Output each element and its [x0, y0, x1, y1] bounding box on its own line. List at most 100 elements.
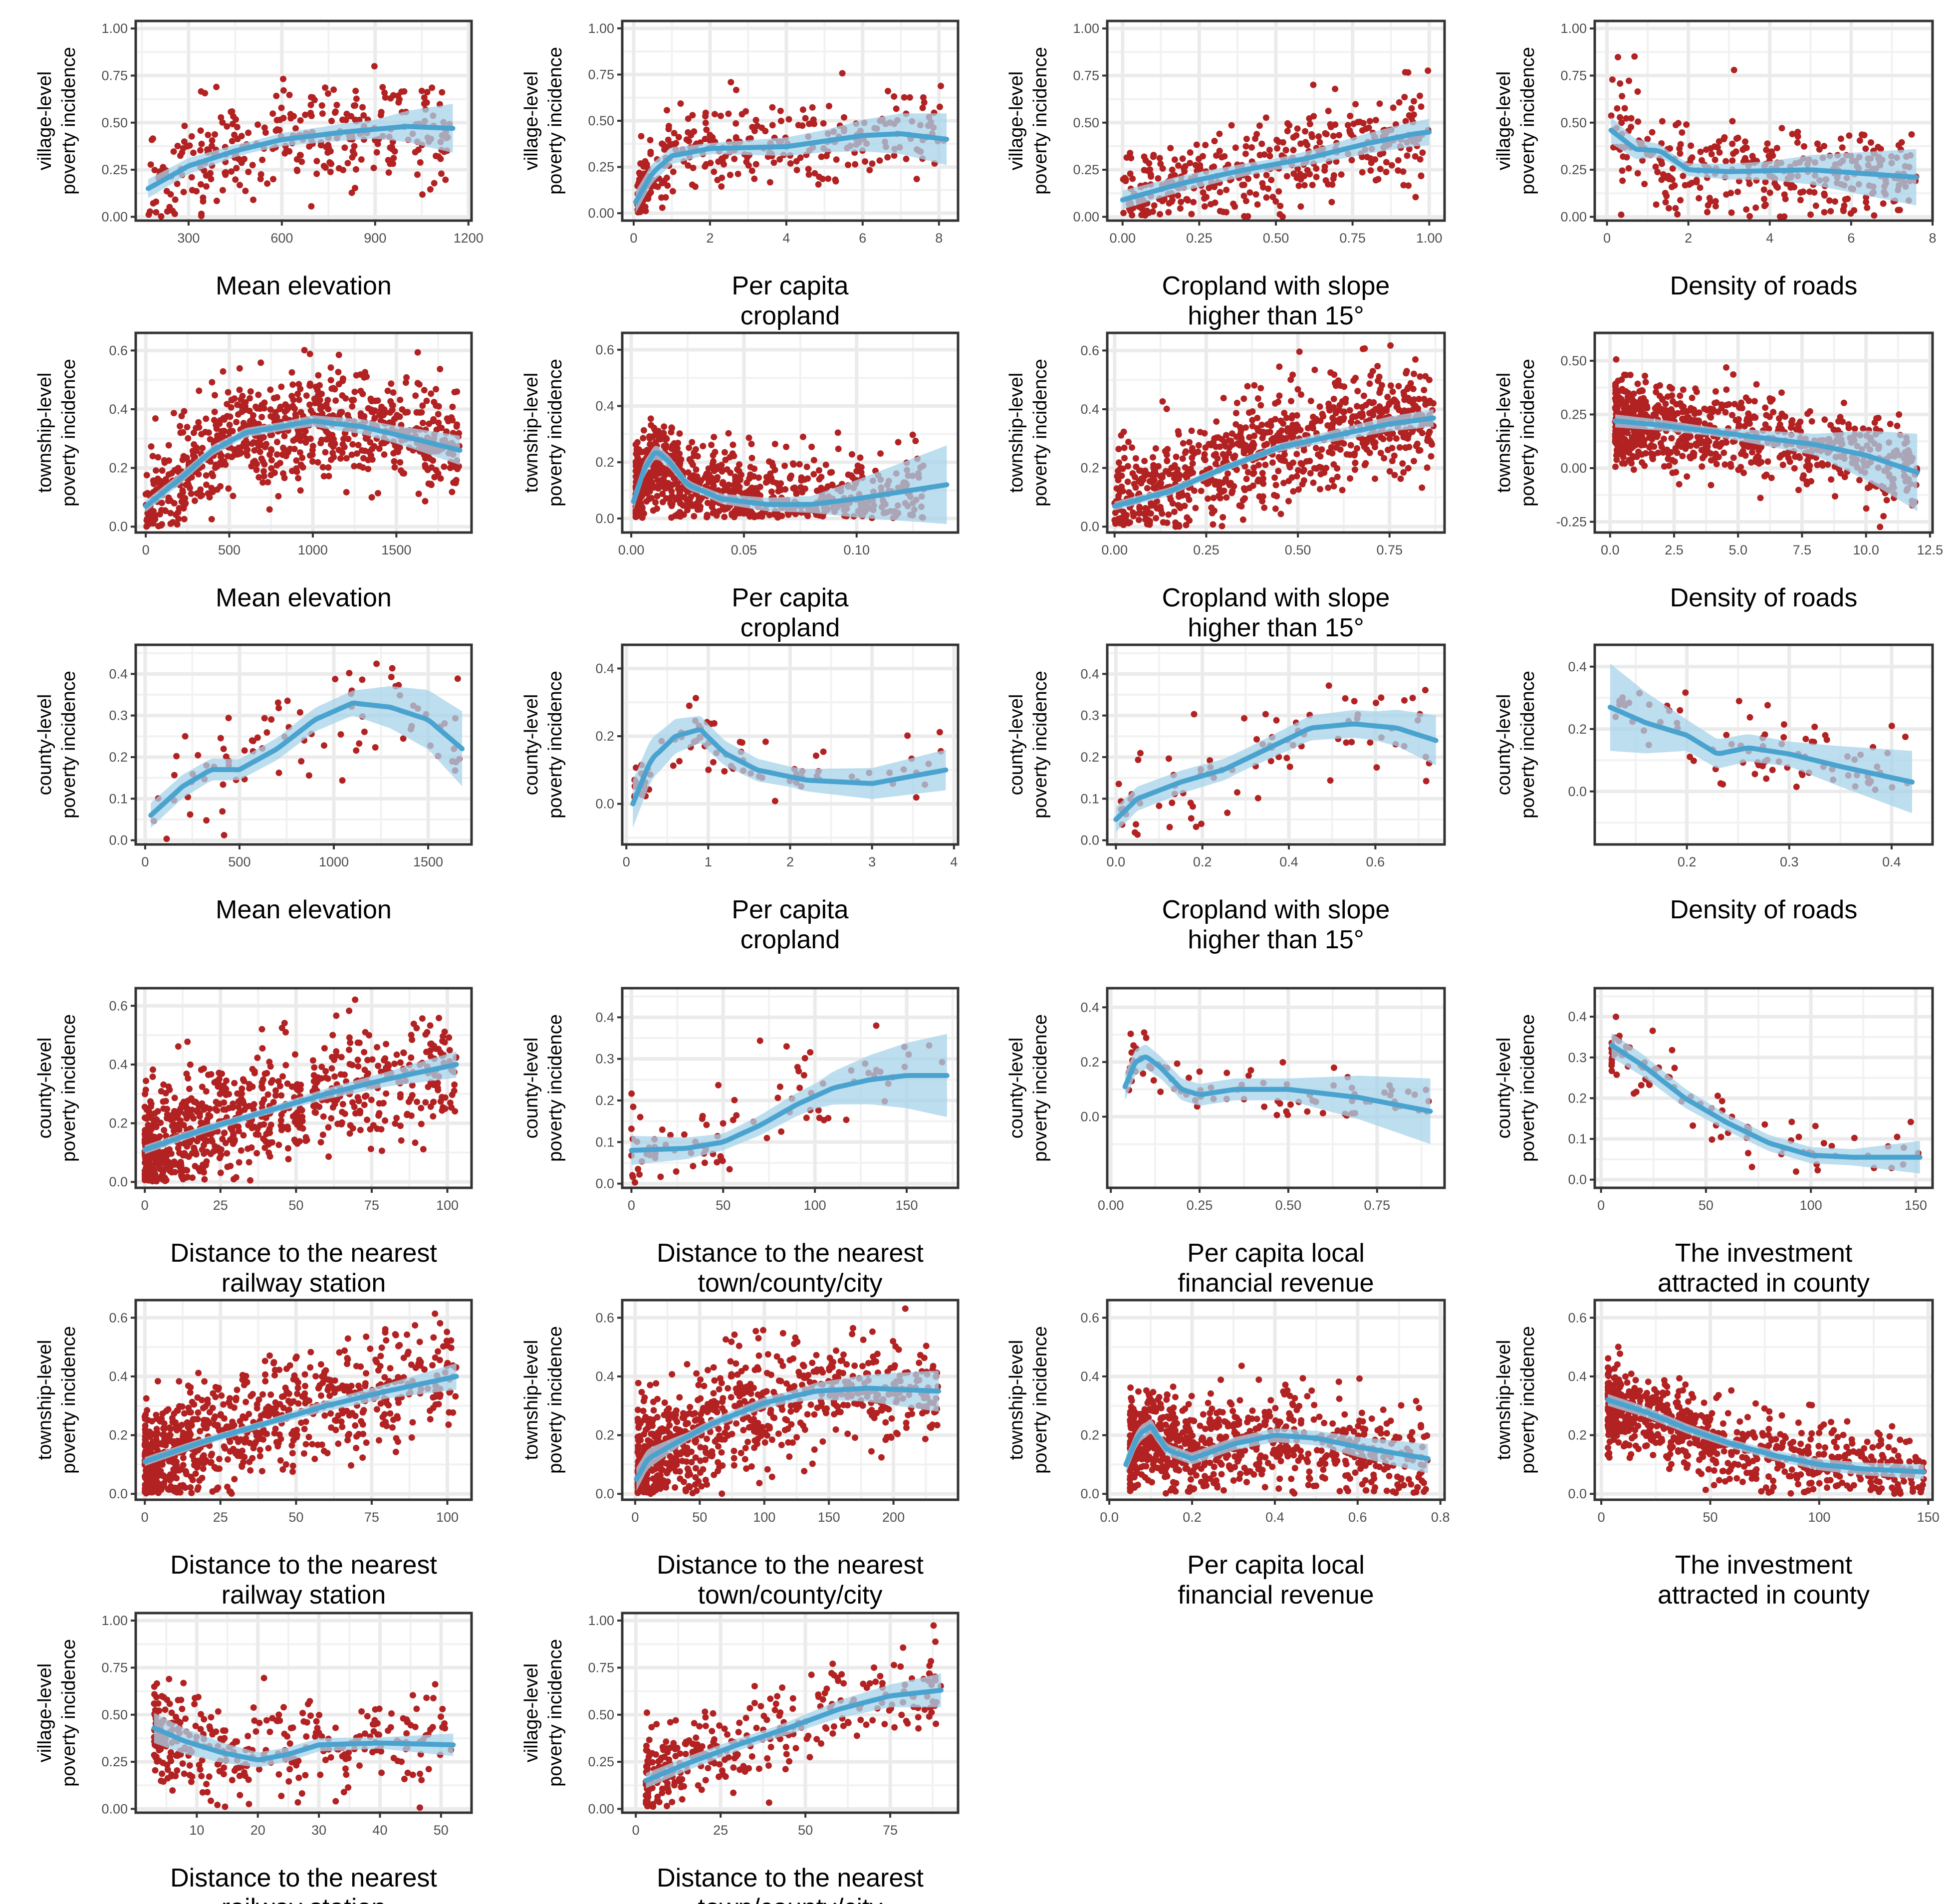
y-axis-title: poverty incidence	[545, 359, 566, 507]
data-point	[776, 156, 783, 163]
data-point	[233, 165, 240, 172]
data-point	[1297, 460, 1304, 467]
data-point	[1839, 418, 1846, 425]
y-tick-label: 0.2	[109, 461, 128, 476]
data-point	[1625, 165, 1632, 172]
data-point	[1788, 419, 1795, 426]
data-point	[1795, 453, 1802, 460]
data-point	[1150, 454, 1156, 461]
data-point	[1742, 138, 1748, 145]
data-point	[344, 160, 351, 167]
x-tick-label: 4	[782, 231, 790, 246]
data-point	[1243, 135, 1250, 142]
data-point	[428, 390, 435, 397]
confidence-band	[1611, 117, 1917, 206]
data-point	[253, 467, 260, 473]
data-point	[273, 414, 280, 421]
data-point	[754, 122, 761, 129]
y-axis-title: poverty incidence	[58, 359, 79, 507]
x-axis-title: Per capita	[732, 272, 848, 300]
data-point	[271, 469, 278, 476]
data-point	[1634, 170, 1641, 177]
data-point	[1768, 475, 1775, 481]
data-point	[1298, 391, 1304, 398]
y-tick-label: 0.6	[595, 342, 614, 357]
y-axis-title: poverty incidence	[1030, 359, 1051, 507]
x-tick-label: 6	[1847, 231, 1855, 246]
y-tick-label: 0.6	[1080, 343, 1099, 358]
data-point	[1661, 463, 1668, 470]
data-point	[1629, 434, 1636, 441]
data-point	[327, 377, 334, 384]
data-point	[659, 180, 666, 187]
data-point	[1174, 466, 1181, 473]
data-point	[209, 489, 216, 496]
data-point	[1151, 202, 1158, 209]
data-point	[702, 473, 709, 479]
data-point	[148, 443, 155, 450]
data-point	[1316, 403, 1323, 410]
data-point	[1366, 449, 1373, 456]
data-point	[668, 471, 675, 478]
data-point	[1730, 454, 1737, 461]
data-point	[1214, 455, 1221, 462]
data-point	[227, 413, 234, 420]
data-point	[225, 485, 232, 492]
data-point	[1256, 122, 1263, 129]
data-point	[1223, 187, 1230, 193]
data-point	[1401, 94, 1408, 100]
data-point	[1723, 364, 1729, 371]
data-point	[1143, 507, 1150, 514]
data-point	[370, 165, 377, 171]
data-point	[1236, 502, 1243, 509]
data-point	[1821, 209, 1828, 216]
data-point	[1208, 442, 1215, 449]
data-point	[175, 465, 182, 472]
data-point	[260, 473, 267, 480]
data-point	[1866, 484, 1873, 491]
data-point	[1325, 449, 1332, 456]
data-point	[1676, 481, 1683, 488]
data-point	[1255, 427, 1261, 434]
data-point	[1764, 140, 1771, 147]
data-point	[348, 189, 355, 196]
data-point	[1659, 160, 1665, 167]
data-point	[1176, 493, 1182, 500]
data-point	[1396, 406, 1403, 413]
data-point	[1678, 443, 1685, 450]
data-point	[257, 359, 264, 366]
y-tick-label: 1.00	[101, 21, 128, 36]
data-point	[751, 127, 758, 134]
data-point	[1653, 404, 1660, 411]
data-point	[1669, 184, 1675, 191]
data-point	[745, 162, 752, 169]
data-point	[1734, 188, 1741, 195]
data-point	[1232, 421, 1239, 428]
data-point	[1318, 446, 1325, 453]
data-point	[1211, 138, 1218, 145]
data-point	[1827, 208, 1834, 215]
data-point	[751, 175, 758, 182]
data-point	[1386, 468, 1393, 475]
data-point	[1704, 209, 1711, 216]
data-point	[353, 372, 360, 379]
data-point	[170, 148, 177, 155]
data-point	[1718, 439, 1725, 446]
data-point	[331, 440, 338, 447]
data-point	[1136, 505, 1143, 512]
data-point	[1730, 66, 1737, 73]
data-point	[327, 169, 334, 175]
data-point	[1658, 444, 1665, 451]
data-point	[1665, 173, 1672, 180]
data-point	[1359, 169, 1366, 176]
data-point	[1300, 447, 1307, 454]
data-point	[675, 440, 682, 447]
data-point	[1277, 203, 1284, 210]
data-point	[1217, 189, 1224, 196]
data-point	[1344, 122, 1351, 129]
data-point	[149, 453, 156, 460]
data-point	[1188, 427, 1195, 434]
data-point	[668, 424, 675, 431]
data-point	[319, 464, 326, 471]
